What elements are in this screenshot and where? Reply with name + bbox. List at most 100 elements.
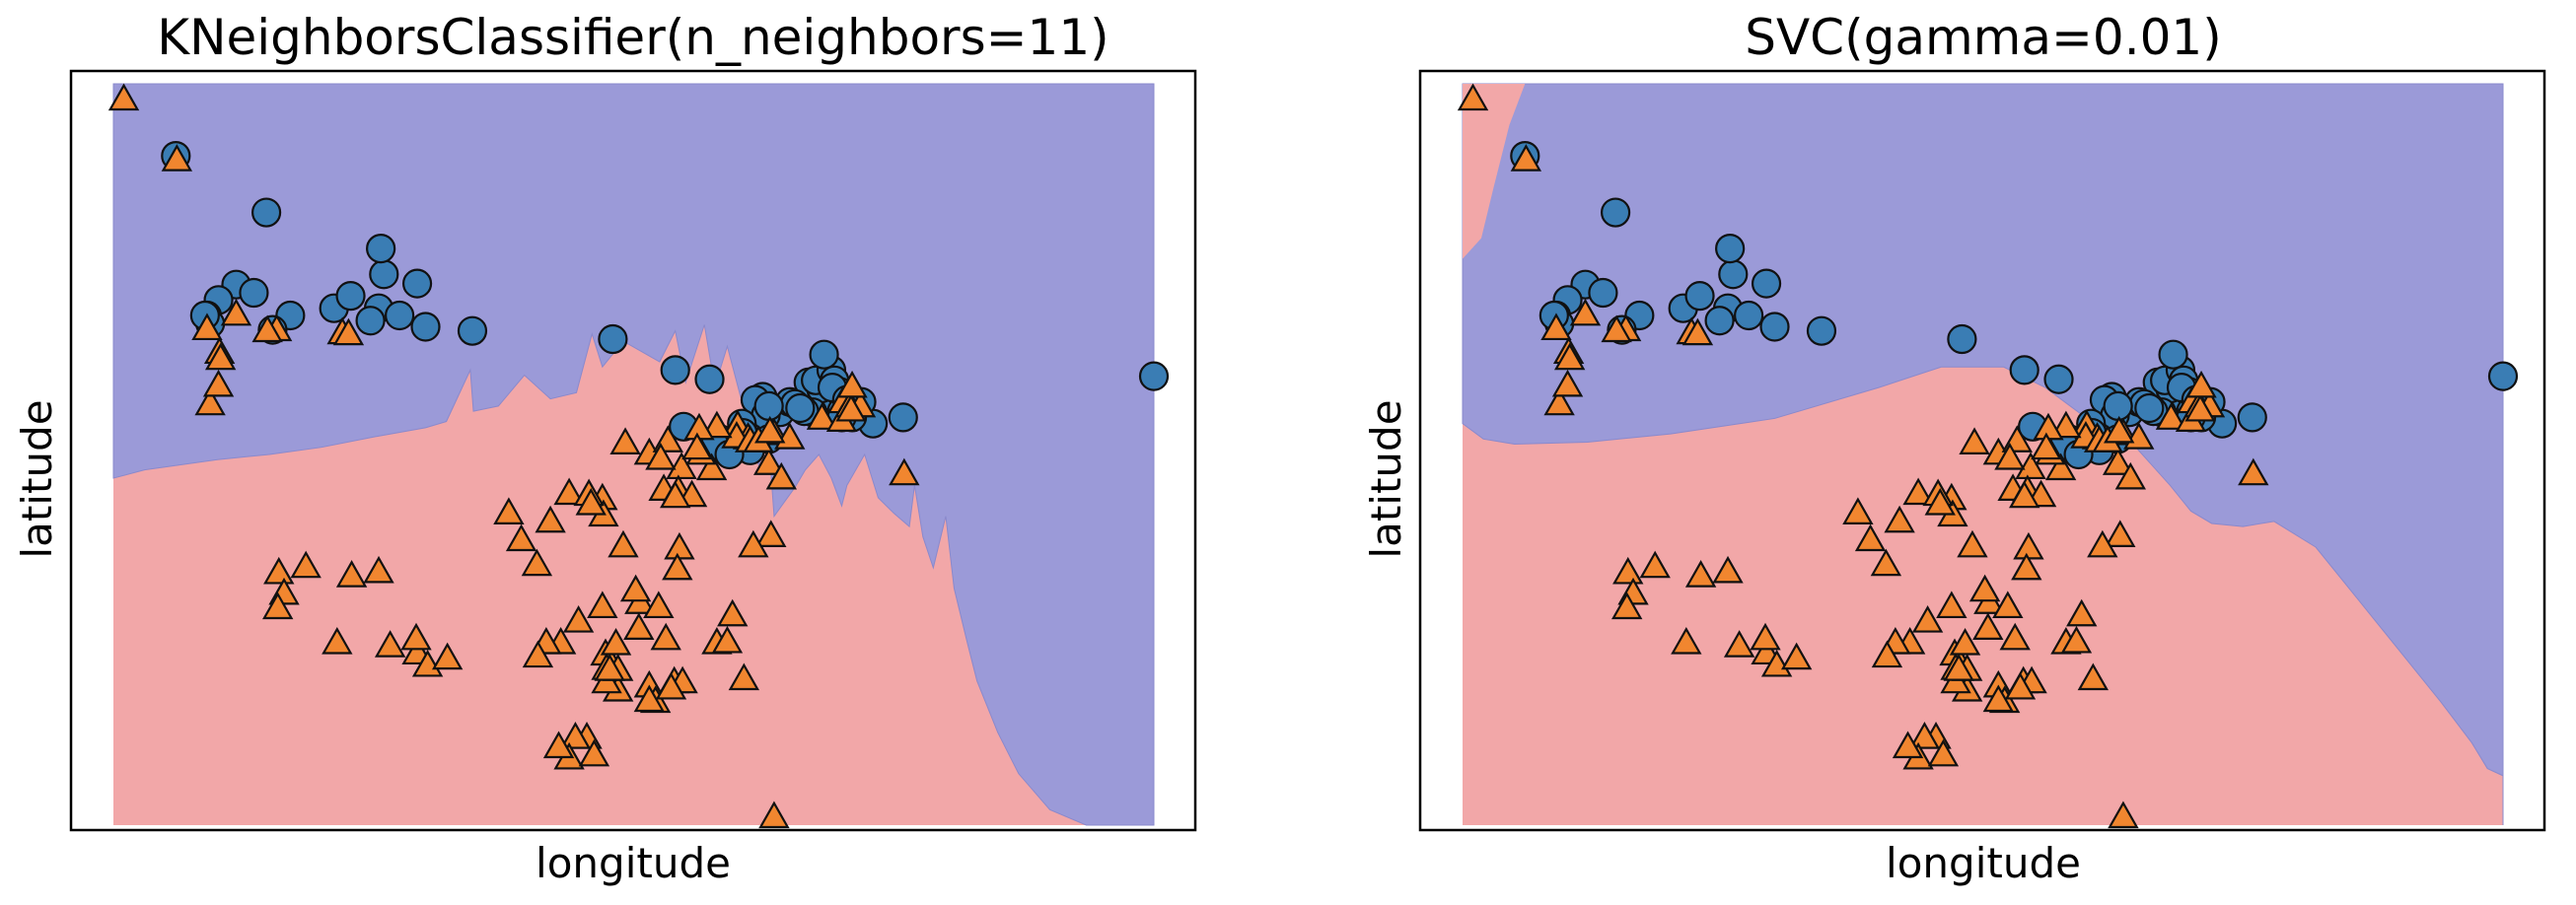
point-class-0 <box>2134 392 2165 424</box>
point-class-1 <box>1892 731 1924 759</box>
point-class-1 <box>681 432 713 460</box>
point-class-1 <box>619 574 652 602</box>
point-class-1 <box>2031 432 2062 460</box>
point-class-1 <box>2060 625 2093 654</box>
point-class-0 <box>335 281 366 312</box>
point-class-1 <box>1972 612 2004 640</box>
panel-title: SVC(gamma=0.01) <box>1745 9 2222 66</box>
point-class-1 <box>1723 630 1755 658</box>
point-class-1 <box>431 642 464 670</box>
point-class-0 <box>1751 268 1782 299</box>
point-class-1 <box>1959 427 1990 454</box>
point-class-1 <box>1543 387 1575 416</box>
point-class-0 <box>2103 390 2133 422</box>
point-class-1 <box>107 83 140 111</box>
point-class-1 <box>758 801 790 829</box>
point-class-1 <box>754 415 786 444</box>
point-class-1 <box>1750 622 1781 651</box>
y-axis-label: latitude <box>13 399 61 558</box>
axes-frame <box>1418 69 2546 832</box>
point-class-1 <box>374 630 406 658</box>
point-class-1 <box>2108 801 2139 829</box>
point-class-1 <box>600 627 632 656</box>
point-class-1 <box>1992 591 2024 619</box>
point-class-1 <box>322 626 353 655</box>
point-class-0 <box>660 355 690 385</box>
plot-area <box>107 83 1170 829</box>
point-class-1 <box>202 369 235 397</box>
point-class-0 <box>2237 402 2267 433</box>
point-class-0 <box>1588 277 1618 309</box>
point-class-1 <box>1911 605 1944 633</box>
point-class-1 <box>643 591 675 619</box>
point-class-0 <box>888 402 918 433</box>
point-class-1 <box>535 505 566 533</box>
point-class-1 <box>578 738 610 767</box>
point-class-0 <box>2487 361 2519 391</box>
point-class-1 <box>332 317 365 346</box>
point-class-1 <box>262 592 294 620</box>
point-class-1 <box>662 552 693 581</box>
point-class-1 <box>2044 452 2077 481</box>
knn-panel: KNeighborsClassifier(n_neighbors=11) lon… <box>13 9 1197 887</box>
point-class-0 <box>385 300 415 331</box>
point-class-1 <box>594 654 625 681</box>
point-class-1 <box>2184 393 2216 422</box>
point-class-1 <box>1884 505 1915 533</box>
point-class-1 <box>220 298 252 326</box>
point-class-0 <box>1715 234 1746 264</box>
point-class-0 <box>355 306 386 336</box>
point-class-1 <box>1994 442 2026 470</box>
point-class-0 <box>2158 339 2188 370</box>
point-class-1 <box>505 523 537 552</box>
point-class-1 <box>765 461 797 490</box>
point-class-1 <box>1854 523 1887 552</box>
point-class-0 <box>1759 312 1790 342</box>
point-class-1 <box>335 560 368 588</box>
point-class-1 <box>1457 83 1489 111</box>
point-class-1 <box>738 529 769 558</box>
point-class-1 <box>1671 626 1702 655</box>
plot-area <box>1457 83 2519 829</box>
region-class-1-corner <box>1463 84 1526 259</box>
point-class-1 <box>363 555 394 584</box>
axes-frame <box>69 69 1197 832</box>
point-class-1 <box>2004 671 2037 700</box>
point-class-1 <box>1612 556 1644 585</box>
point-class-0 <box>1704 306 1735 336</box>
point-class-1 <box>2087 529 2118 558</box>
point-class-1 <box>400 622 432 651</box>
point-class-0 <box>250 197 282 228</box>
point-class-1 <box>1936 591 1968 619</box>
point-class-1 <box>1639 550 1671 579</box>
point-class-1 <box>194 387 226 416</box>
point-class-1 <box>493 497 525 524</box>
point-class-1 <box>755 520 787 547</box>
point-class-1 <box>263 556 295 585</box>
point-class-1 <box>1510 144 1542 172</box>
y-axis-label: latitude <box>1362 399 1410 558</box>
point-class-1 <box>1968 574 2001 602</box>
panel-title: KNeighborsClassifier(n_neighbors=11) <box>157 9 1109 66</box>
point-class-1 <box>2185 370 2217 398</box>
point-class-1 <box>1553 342 1586 371</box>
point-class-1 <box>2011 552 2042 581</box>
point-class-1 <box>2050 410 2082 439</box>
point-class-1 <box>1551 369 1584 397</box>
point-class-1 <box>251 314 283 343</box>
svc-panel: SVC(gamma=0.01) longitude latitude <box>1362 9 2546 887</box>
point-class-1 <box>2015 452 2046 480</box>
point-class-1 <box>1908 722 1941 749</box>
point-class-0 <box>369 259 399 290</box>
point-class-0 <box>366 234 396 264</box>
point-class-1 <box>587 591 618 619</box>
point-class-1 <box>2238 457 2269 486</box>
point-class-1 <box>1957 529 1988 558</box>
point-class-1 <box>1760 649 1793 677</box>
point-class-0 <box>1138 361 1170 391</box>
point-class-0 <box>1718 259 1749 290</box>
point-class-1 <box>1842 497 1874 524</box>
point-class-1 <box>290 550 322 579</box>
point-class-0 <box>2043 364 2074 394</box>
